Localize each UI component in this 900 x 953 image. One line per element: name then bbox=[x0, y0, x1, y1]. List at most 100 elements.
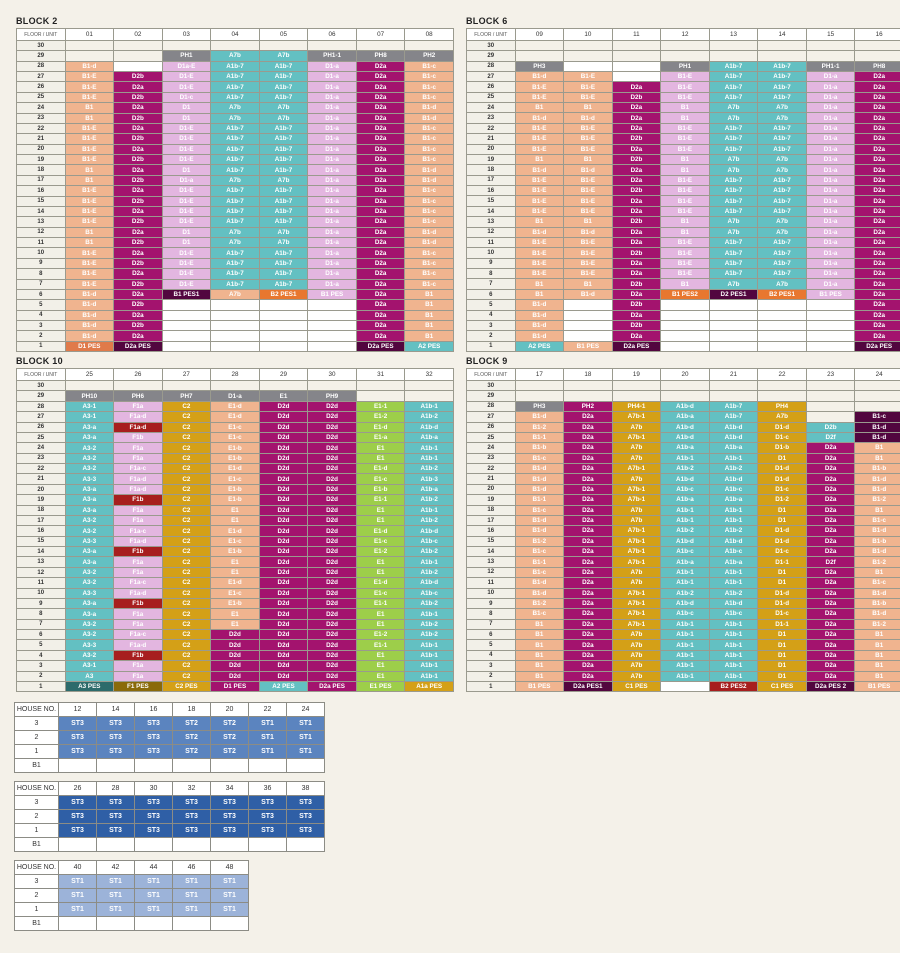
unit-cell-BLOCK6-floor28-unit14[interactable]: A1b-7 bbox=[758, 61, 807, 71]
unit-cell-BLOCK10-floor26-unit31[interactable]: E1-d bbox=[356, 422, 405, 432]
floor-row-label-3[interactable]: 3 bbox=[467, 320, 516, 330]
unit-cell-BLOCK9-floor7-unit20[interactable]: A1b-1 bbox=[661, 619, 710, 629]
unit-cell-BLOCK6-floor5-unit15[interactable] bbox=[806, 300, 855, 310]
unit-cell-BLOCK10-floor23-unit29[interactable]: D2d bbox=[259, 453, 308, 463]
floor-row-label-11[interactable]: 11 bbox=[467, 237, 516, 247]
floor-row-label-14[interactable]: 14 bbox=[17, 547, 66, 557]
unit-cell-BLOCK2-floor3-unit08[interactable]: B1 bbox=[405, 321, 454, 331]
unit-cell-BLOCK6-floor10-unit09[interactable]: B1-E bbox=[515, 248, 564, 258]
unit-cell-BLOCK10-floor23-unit26[interactable]: F1a bbox=[114, 453, 163, 463]
unit-cell-BLOCK6-floor23-unit15[interactable]: D1-a bbox=[806, 113, 855, 123]
floor-row-label-20[interactable]: 20 bbox=[17, 144, 66, 154]
unit-cell-BLOCK9-floor27-unit23[interactable] bbox=[806, 412, 855, 422]
unit-cell-BLOCK9-floor23-unit23[interactable]: D2a bbox=[806, 453, 855, 463]
unit-cell-BLOCK2-floor13-unit03[interactable]: D1-E bbox=[162, 217, 211, 227]
unit-cell-BLOCK9-floor13-unit18[interactable]: D2a bbox=[564, 557, 613, 567]
unit-cell-BLOCK2-floor9-unit08[interactable]: B1-c bbox=[405, 258, 454, 268]
unit-cell-BLOCK9-floor24-unit17[interactable]: B1-b bbox=[515, 443, 564, 453]
unit-cell-BLOCK2-floor13-unit05[interactable]: A1b-7 bbox=[259, 217, 308, 227]
unit-cell-BLOCK2-floor10-unit05[interactable]: A1b-7 bbox=[259, 248, 308, 258]
floor-row-label-16[interactable]: 16 bbox=[17, 526, 66, 536]
unit-cell-BLOCK9-floor4-unit24[interactable]: B1 bbox=[855, 650, 900, 660]
house-number-header-46[interactable]: 46 bbox=[173, 861, 211, 875]
strata-cell-1-B1-32[interactable] bbox=[173, 838, 211, 852]
unit-cell-BLOCK6-floor15-unit15[interactable]: D1-a bbox=[806, 196, 855, 206]
floor-row-label-26[interactable]: 26 bbox=[467, 422, 516, 432]
unit-cell-BLOCK10-floor19-unit27[interactable]: C2 bbox=[162, 495, 211, 505]
unit-cell-BLOCK6-floor23-unit12[interactable]: B1 bbox=[661, 113, 710, 123]
unit-cell-BLOCK6-floor23-unit13[interactable]: A7b bbox=[709, 113, 758, 123]
unit-cell-BLOCK9-floor11-unit23[interactable]: D2a bbox=[806, 578, 855, 588]
floor-row-label-26[interactable]: 26 bbox=[17, 422, 66, 432]
floor-row-label-17[interactable]: 17 bbox=[17, 515, 66, 525]
unit-cell-BLOCK10-floor2-unit30[interactable]: D2d bbox=[308, 671, 357, 681]
unit-cell-BLOCK6-floor15-unit11[interactable]: D2a bbox=[612, 196, 661, 206]
house-number-header-12[interactable]: 12 bbox=[59, 703, 97, 717]
unit-cell-BLOCK9-floor23-unit18[interactable]: D2a bbox=[564, 453, 613, 463]
unit-cell-BLOCK9-floor13-unit23[interactable]: D2f bbox=[806, 557, 855, 567]
strata-cell-0-1-20[interactable]: ST2 bbox=[211, 745, 249, 759]
unit-cell-BLOCK9-floor1-unit21[interactable]: B2 PES2 bbox=[709, 681, 758, 691]
unit-cell-BLOCK2-floor21-unit03[interactable]: D1-E bbox=[162, 134, 211, 144]
unit-cell-BLOCK9-floor14-unit20[interactable]: A1b-c bbox=[661, 547, 710, 557]
unit-cell-BLOCK9-floor24-unit24[interactable]: B1 bbox=[855, 443, 900, 453]
unit-cell-BLOCK9-floor2-unit18[interactable]: D2a bbox=[564, 671, 613, 681]
unit-cell-BLOCK2-floor15-unit07[interactable]: D2a bbox=[356, 196, 405, 206]
unit-cell-BLOCK9-floor28-unit21[interactable]: A1b-7 bbox=[709, 401, 758, 411]
unit-cell-BLOCK2-floor3-unit01[interactable]: B1-d bbox=[65, 321, 114, 331]
unit-cell-BLOCK10-floor29-unit27[interactable]: PH7 bbox=[162, 391, 211, 401]
unit-cell-BLOCK2-floor18-unit07[interactable]: D2a bbox=[356, 165, 405, 175]
unit-cell-BLOCK2-floor6-unit07[interactable]: D2a bbox=[356, 289, 405, 299]
unit-cell-BLOCK9-floor7-unit18[interactable]: D2a bbox=[564, 619, 613, 629]
unit-cell-BLOCK2-floor12-unit03[interactable]: D1 bbox=[162, 227, 211, 237]
unit-cell-BLOCK10-floor28-unit25[interactable]: A3-1 bbox=[65, 401, 114, 411]
unit-cell-BLOCK10-floor7-unit32[interactable]: A1b-2 bbox=[405, 619, 454, 629]
unit-cell-BLOCK9-floor22-unit18[interactable]: D2a bbox=[564, 464, 613, 474]
unit-cell-BLOCK10-floor16-unit25[interactable]: A3-2 bbox=[65, 526, 114, 536]
strata-cell-2-2-40[interactable]: ST1 bbox=[59, 889, 97, 903]
unit-cell-BLOCK2-floor3-unit07[interactable]: D2a bbox=[356, 321, 405, 331]
unit-cell-BLOCK6-floor22-unit11[interactable]: D2a bbox=[612, 123, 661, 133]
unit-cell-BLOCK10-floor28-unit26[interactable]: F1a bbox=[114, 401, 163, 411]
unit-cell-BLOCK10-floor8-unit30[interactable]: D2d bbox=[308, 609, 357, 619]
unit-cell-BLOCK9-floor29-unit17[interactable] bbox=[515, 391, 564, 401]
unit-cell-BLOCK10-floor11-unit32[interactable]: A1b-d bbox=[405, 578, 454, 588]
unit-cell-BLOCK9-floor17-unit18[interactable]: D2a bbox=[564, 515, 613, 525]
unit-cell-BLOCK2-floor5-unit07[interactable]: D2a bbox=[356, 300, 405, 310]
unit-cell-BLOCK6-floor22-unit14[interactable]: A1b-7 bbox=[758, 123, 807, 133]
unit-cell-BLOCK2-floor24-unit05[interactable]: A7b bbox=[259, 103, 308, 113]
unit-cell-BLOCK6-floor18-unit13[interactable]: A7b bbox=[709, 165, 758, 175]
unit-cell-BLOCK2-floor2-unit04[interactable] bbox=[211, 331, 260, 341]
unit-cell-BLOCK6-floor1-unit13[interactable] bbox=[709, 341, 758, 351]
floor-row-label-5[interactable]: 5 bbox=[17, 300, 66, 310]
unit-cell-BLOCK10-floor6-unit26[interactable]: F1a-c bbox=[114, 630, 163, 640]
unit-cell-BLOCK6-floor22-unit16[interactable]: D2a bbox=[855, 123, 900, 133]
unit-cell-BLOCK10-floor9-unit25[interactable]: A3-a bbox=[65, 598, 114, 608]
unit-cell-BLOCK10-floor14-unit27[interactable]: C2 bbox=[162, 547, 211, 557]
unit-cell-BLOCK6-floor20-unit11[interactable]: D2a bbox=[612, 144, 661, 154]
unit-cell-BLOCK10-floor19-unit25[interactable]: A3-a bbox=[65, 495, 114, 505]
unit-cell-BLOCK6-floor16-unit09[interactable]: B1-E bbox=[515, 186, 564, 196]
unit-cell-BLOCK6-floor16-unit16[interactable]: D2a bbox=[855, 186, 900, 196]
unit-cell-BLOCK10-floor30-unit32[interactable] bbox=[405, 381, 454, 391]
unit-cell-BLOCK9-floor15-unit18[interactable]: D2a bbox=[564, 536, 613, 546]
unit-cell-BLOCK6-floor21-unit14[interactable]: A1b-7 bbox=[758, 134, 807, 144]
unit-cell-BLOCK2-floor20-unit07[interactable]: D2a bbox=[356, 144, 405, 154]
unit-cell-BLOCK2-floor1-unit05[interactable] bbox=[259, 341, 308, 351]
floor-row-label-10[interactable]: 10 bbox=[467, 248, 516, 258]
unit-cell-BLOCK9-floor23-unit24[interactable]: B1 bbox=[855, 453, 900, 463]
strata-cell-1-1-30[interactable]: ST3 bbox=[135, 824, 173, 838]
floor-row-label-28[interactable]: 28 bbox=[17, 401, 66, 411]
floor-row-label-13[interactable]: 13 bbox=[17, 557, 66, 567]
unit-cell-BLOCK6-floor18-unit09[interactable]: B1-d bbox=[515, 165, 564, 175]
unit-cell-BLOCK2-floor13-unit07[interactable]: D2a bbox=[356, 217, 405, 227]
unit-cell-BLOCK10-floor28-unit31[interactable]: E1-1 bbox=[356, 401, 405, 411]
unit-cell-BLOCK6-floor19-unit10[interactable]: B1 bbox=[564, 154, 613, 164]
unit-cell-BLOCK2-floor30-unit04[interactable] bbox=[211, 41, 260, 51]
unit-cell-BLOCK10-floor16-unit26[interactable]: F1a-c bbox=[114, 526, 163, 536]
floor-row-label-11[interactable]: 11 bbox=[17, 578, 66, 588]
floor-row-label-9[interactable]: 9 bbox=[17, 598, 66, 608]
unit-cell-BLOCK10-floor14-unit26[interactable]: F1b bbox=[114, 547, 163, 557]
unit-cell-BLOCK6-floor26-unit10[interactable]: B1-E bbox=[564, 82, 613, 92]
unit-cell-BLOCK10-floor25-unit28[interactable]: E1-c bbox=[211, 432, 260, 442]
